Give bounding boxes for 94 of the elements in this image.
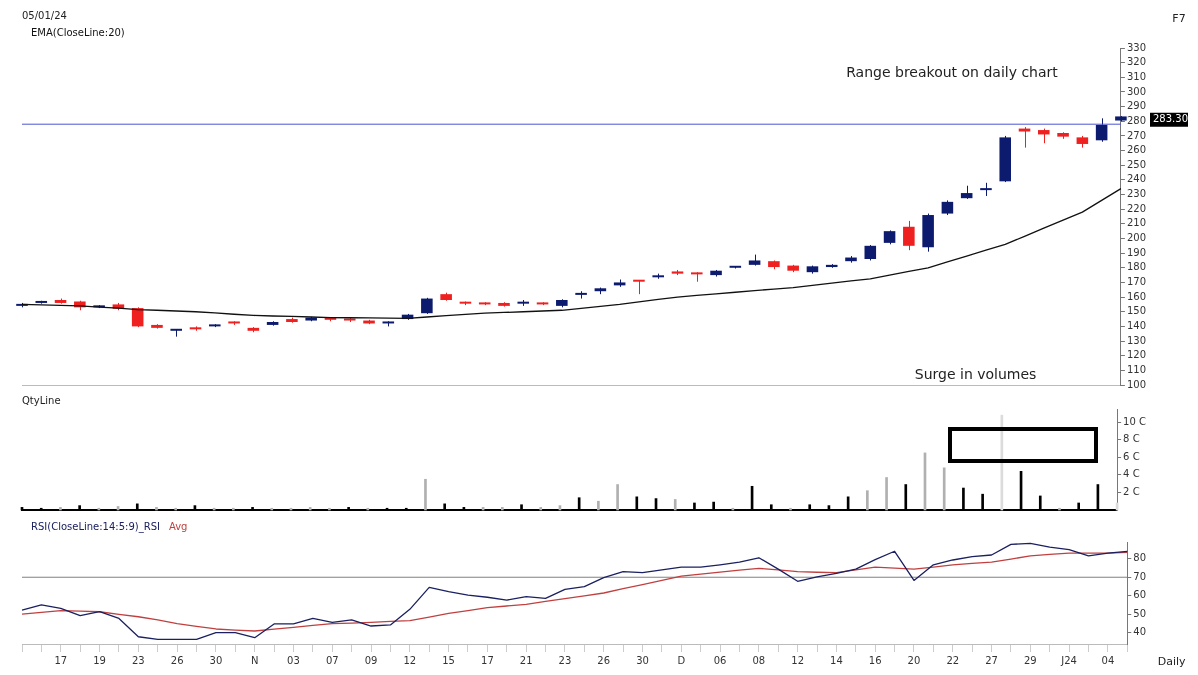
x-tick-label: 22	[946, 654, 960, 666]
y-tick-label: 220	[1126, 202, 1147, 214]
y-tick-label: 80	[1133, 552, 1147, 564]
x-tick-label: 09	[364, 654, 378, 666]
bar	[942, 467, 946, 511]
candlestick	[903, 220, 915, 251]
chart-title: QtyLine	[22, 394, 61, 406]
bar	[1058, 507, 1061, 511]
y-tick-label: 10 C	[1123, 415, 1147, 427]
text: RSI(CloseLine:14:5:9)_RSI	[31, 520, 160, 533]
bar	[500, 507, 504, 511]
y-tick-label: 300	[1126, 85, 1147, 97]
y-tick-label: 290	[1126, 100, 1147, 112]
bar	[155, 507, 158, 511]
bar	[232, 507, 235, 511]
y-tick-label: 60	[1133, 589, 1147, 601]
y-tick-label: 140	[1126, 319, 1147, 331]
y-tick-label: 150	[1126, 305, 1147, 317]
y-tick-label: 4 C	[1123, 468, 1140, 480]
x-tick-label: D	[677, 654, 686, 666]
x-tick-label: 23	[131, 654, 145, 666]
y-tick-label: 330	[1126, 41, 1147, 53]
x-tick-label: 16	[868, 654, 882, 666]
text: F7	[1172, 12, 1186, 26]
bar	[174, 507, 178, 511]
y-tick-label: 260	[1126, 144, 1147, 156]
y-tick-label: 110	[1126, 363, 1147, 375]
x-tick-label: 19	[93, 654, 106, 666]
x-tick-label: 30	[636, 654, 649, 666]
y-tick-label: 210	[1126, 217, 1147, 229]
text: Daily	[1157, 655, 1187, 669]
x-tick-label: 21	[519, 654, 533, 666]
text: Avg	[168, 520, 188, 532]
x-tick-label: J24	[1060, 654, 1077, 666]
y-tick-label: 170	[1126, 276, 1147, 288]
x-tick-label: 12	[791, 654, 804, 666]
bar	[866, 490, 869, 511]
annotation: Surge in volumes	[914, 366, 1037, 383]
y-tick-label: 40	[1133, 626, 1147, 638]
x-tick-label: 27	[985, 654, 998, 666]
y-tick-label: 8 C	[1123, 433, 1140, 445]
y-tick-label: 280	[1126, 114, 1147, 126]
bar	[424, 478, 427, 511]
x-tick-label: 17	[54, 654, 68, 666]
y-tick-label: 230	[1126, 188, 1147, 200]
x-tick-label: 03	[287, 654, 300, 666]
y-tick-label: 6 C	[1123, 450, 1140, 462]
y-tick-label: 130	[1126, 334, 1147, 346]
y-tick-label: 240	[1126, 173, 1147, 185]
x-tick-label: 06	[713, 654, 727, 666]
x-tick-label: 23	[558, 654, 572, 666]
chart-title: 05/01/24	[22, 9, 67, 21]
y-tick-label: 100	[1126, 378, 1147, 390]
text: 283.30	[1153, 113, 1188, 125]
bar	[789, 507, 792, 511]
y-tick-label: 320	[1126, 56, 1147, 68]
x-tick-label: 17	[481, 654, 494, 666]
y-tick-label: 180	[1126, 261, 1147, 273]
x-tick-label: 14	[830, 654, 843, 666]
bar	[366, 507, 370, 511]
x-tick-label: 29	[1023, 654, 1037, 666]
bar	[59, 507, 62, 511]
y-tick-label: 270	[1126, 129, 1147, 141]
text: EMA(CloseLine:20)	[31, 26, 125, 38]
y-tick-label: 50	[1133, 607, 1147, 619]
x-tick-label: 15	[442, 654, 455, 666]
x-tick-label: 26	[170, 654, 184, 666]
x-tick-label: 07	[325, 654, 339, 666]
bar	[885, 477, 888, 511]
y-tick-label: 250	[1126, 158, 1147, 170]
candlestick	[1018, 126, 1031, 149]
y-tick-label: 200	[1126, 232, 1147, 244]
y-tick-label: 190	[1126, 246, 1147, 258]
y-tick-label: 120	[1126, 349, 1147, 361]
x-tick-label: 04	[1101, 654, 1115, 666]
x-tick-label: 12	[403, 654, 417, 666]
y-tick-label: 160	[1126, 290, 1147, 302]
x-tick-label: 26	[597, 654, 611, 666]
x-tick-label: N	[250, 654, 259, 666]
bar	[328, 507, 331, 511]
bar	[308, 507, 312, 511]
y-tick-label: 2 C	[1123, 486, 1140, 498]
bar	[616, 484, 619, 511]
x-tick-label: 08	[752, 654, 766, 666]
bar	[539, 507, 543, 511]
bar	[673, 499, 677, 511]
x-tick-label: 30	[209, 654, 223, 666]
y-tick-label: 70	[1133, 570, 1147, 582]
x-tick-label: 20	[907, 654, 921, 666]
y-tick-label: 310	[1126, 70, 1147, 82]
bar	[597, 500, 600, 511]
candlestick	[1095, 117, 1108, 143]
bar	[270, 507, 274, 511]
annotation: Range breakout on daily chart	[846, 64, 1059, 81]
